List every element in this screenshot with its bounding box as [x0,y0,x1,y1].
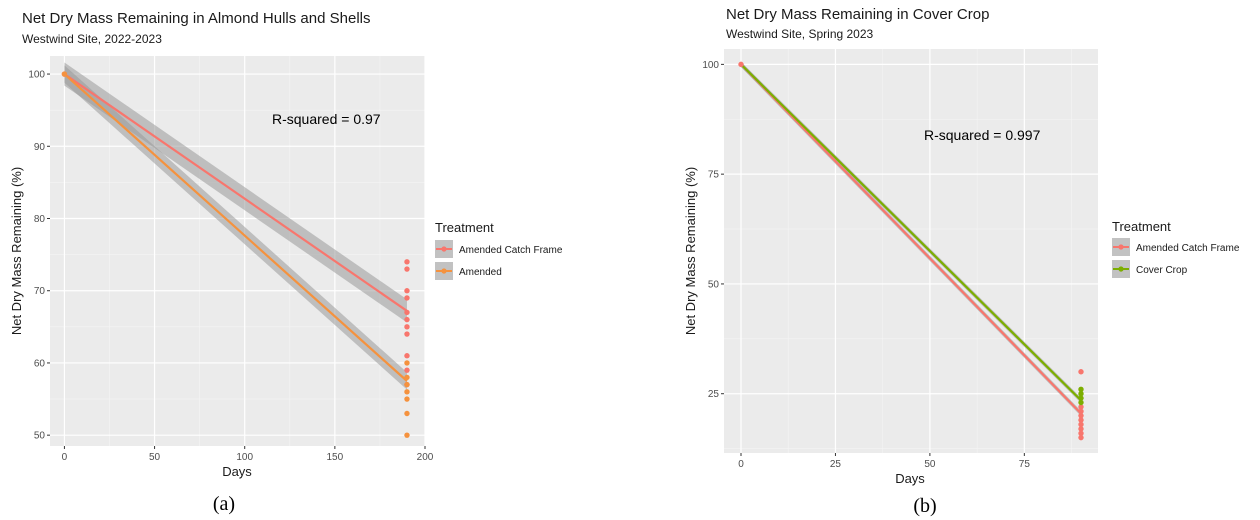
chart-b-y-axis-title: Net Dry Mass Remaining (%) [683,167,698,335]
data-point [404,410,410,417]
x-tick-label: 75 [1019,459,1031,470]
x-tick-label: 200 [417,452,434,463]
x-tick-label: 100 [236,452,253,463]
chart-a-subtitle: Westwind Site, 2022-2023 [22,32,162,46]
data-point [404,316,410,323]
fit-line [63,73,408,312]
data-point [404,360,410,366]
legend-key-point [1118,244,1124,250]
y-tick-label: 80 [34,214,46,225]
y-tick-label: 100 [702,60,719,71]
data-point [404,288,410,294]
data-point [1078,391,1084,397]
chart-a-fit-lines [63,73,408,382]
fit-line [63,73,408,382]
x-tick-label: 0 [62,452,68,463]
y-tick-label: 90 [34,142,46,153]
y-tick-label: 50 [34,431,46,442]
data-point [404,266,410,272]
x-tick-label: 0 [738,459,744,470]
data-point [404,432,410,438]
chart-b-major-grid [724,49,1098,453]
data-point [1078,399,1084,406]
data-point [404,381,410,388]
chart-b-title: Net Dry Mass Remaining in Cover Crop [726,6,989,23]
legend-label: Amended Catch Frame [1136,243,1240,254]
chart-b-caption: (b) [913,495,936,517]
chart-a-title: Net Dry Mass Remaining in Almond Hulls a… [22,10,370,27]
fit-line [740,63,1082,415]
x-tick-label: 50 [924,459,936,470]
chart-b-points [738,61,1084,441]
data-point [1078,421,1084,428]
data-point [738,61,744,68]
data-point [1078,417,1084,423]
data-point [404,324,410,330]
y-tick-label: 25 [708,389,720,400]
data-point [1078,430,1084,436]
data-point [1078,426,1084,432]
data-point [404,331,410,337]
legend-label: Amended [459,267,502,278]
y-tick-label: 75 [708,170,720,181]
chart-b-x-axis-title: Days [895,471,925,486]
chart-b-axis-ticks: 0 25 50 75 25 50 75 100 [702,60,1030,470]
fit-line [740,63,1082,402]
data-point [1078,408,1084,414]
data-point [1078,434,1084,441]
legend-label: Cover Crop [1136,265,1188,276]
data-point [404,367,410,373]
chart-a-major-grid [50,56,426,446]
data-point [1078,369,1084,375]
legend-key-point [441,246,447,252]
y-tick-label: 100 [28,70,45,81]
data-point [61,71,68,77]
data-point [404,295,410,301]
chart-a-annotation: R-squared = 0.97 [272,111,381,127]
chart-a-axis-ticks: 0 50 100 150 200 50 60 70 80 90 100 [28,70,433,463]
chart-a-x-axis-title: Days [222,464,252,479]
x-tick-label: 25 [830,459,842,470]
data-point [404,396,410,402]
data-point [404,259,410,265]
x-tick-label: 150 [327,452,344,463]
chart-b-fit-lines [740,63,1082,415]
chart-b-plot-panel [724,49,1098,453]
chart-a-caption: (a) [213,493,235,515]
data-point [1078,395,1084,401]
legend-key-point [1118,266,1124,272]
legend-key-point [441,268,447,274]
chart-a: Net Dry Mass Remaining in Almond Hulls a… [9,10,563,515]
data-point [1078,404,1084,410]
chart-b-legend: Amended Catch Frame Cover Crop [1112,238,1240,278]
chart-b-annotation: R-squared = 0.997 [924,127,1041,143]
data-point [404,389,410,395]
y-tick-label: 50 [708,279,720,290]
chart-b-minor-grid [724,49,1098,453]
chart-b-legend-title: Treatment [1112,219,1171,234]
chart-a-legend: Amended Catch Frame Amended [435,240,563,280]
chart-b: Net Dry Mass Remaining in Cover Crop Wes… [683,6,1240,517]
y-tick-label: 70 [34,286,46,297]
x-tick-label: 50 [149,452,161,463]
data-point [1078,412,1084,419]
data-point [404,374,410,381]
data-point [404,353,410,359]
data-point [1078,386,1084,393]
chart-b-subtitle: Westwind Site, Spring 2023 [726,27,874,41]
y-tick-label: 60 [34,358,46,369]
chart-a-points [61,71,410,438]
chart-a-legend-title: Treatment [435,220,494,235]
legend-label: Amended Catch Frame [459,245,563,256]
chart-a-y-axis-title: Net Dry Mass Remaining (%) [9,167,24,335]
data-point [404,309,410,316]
